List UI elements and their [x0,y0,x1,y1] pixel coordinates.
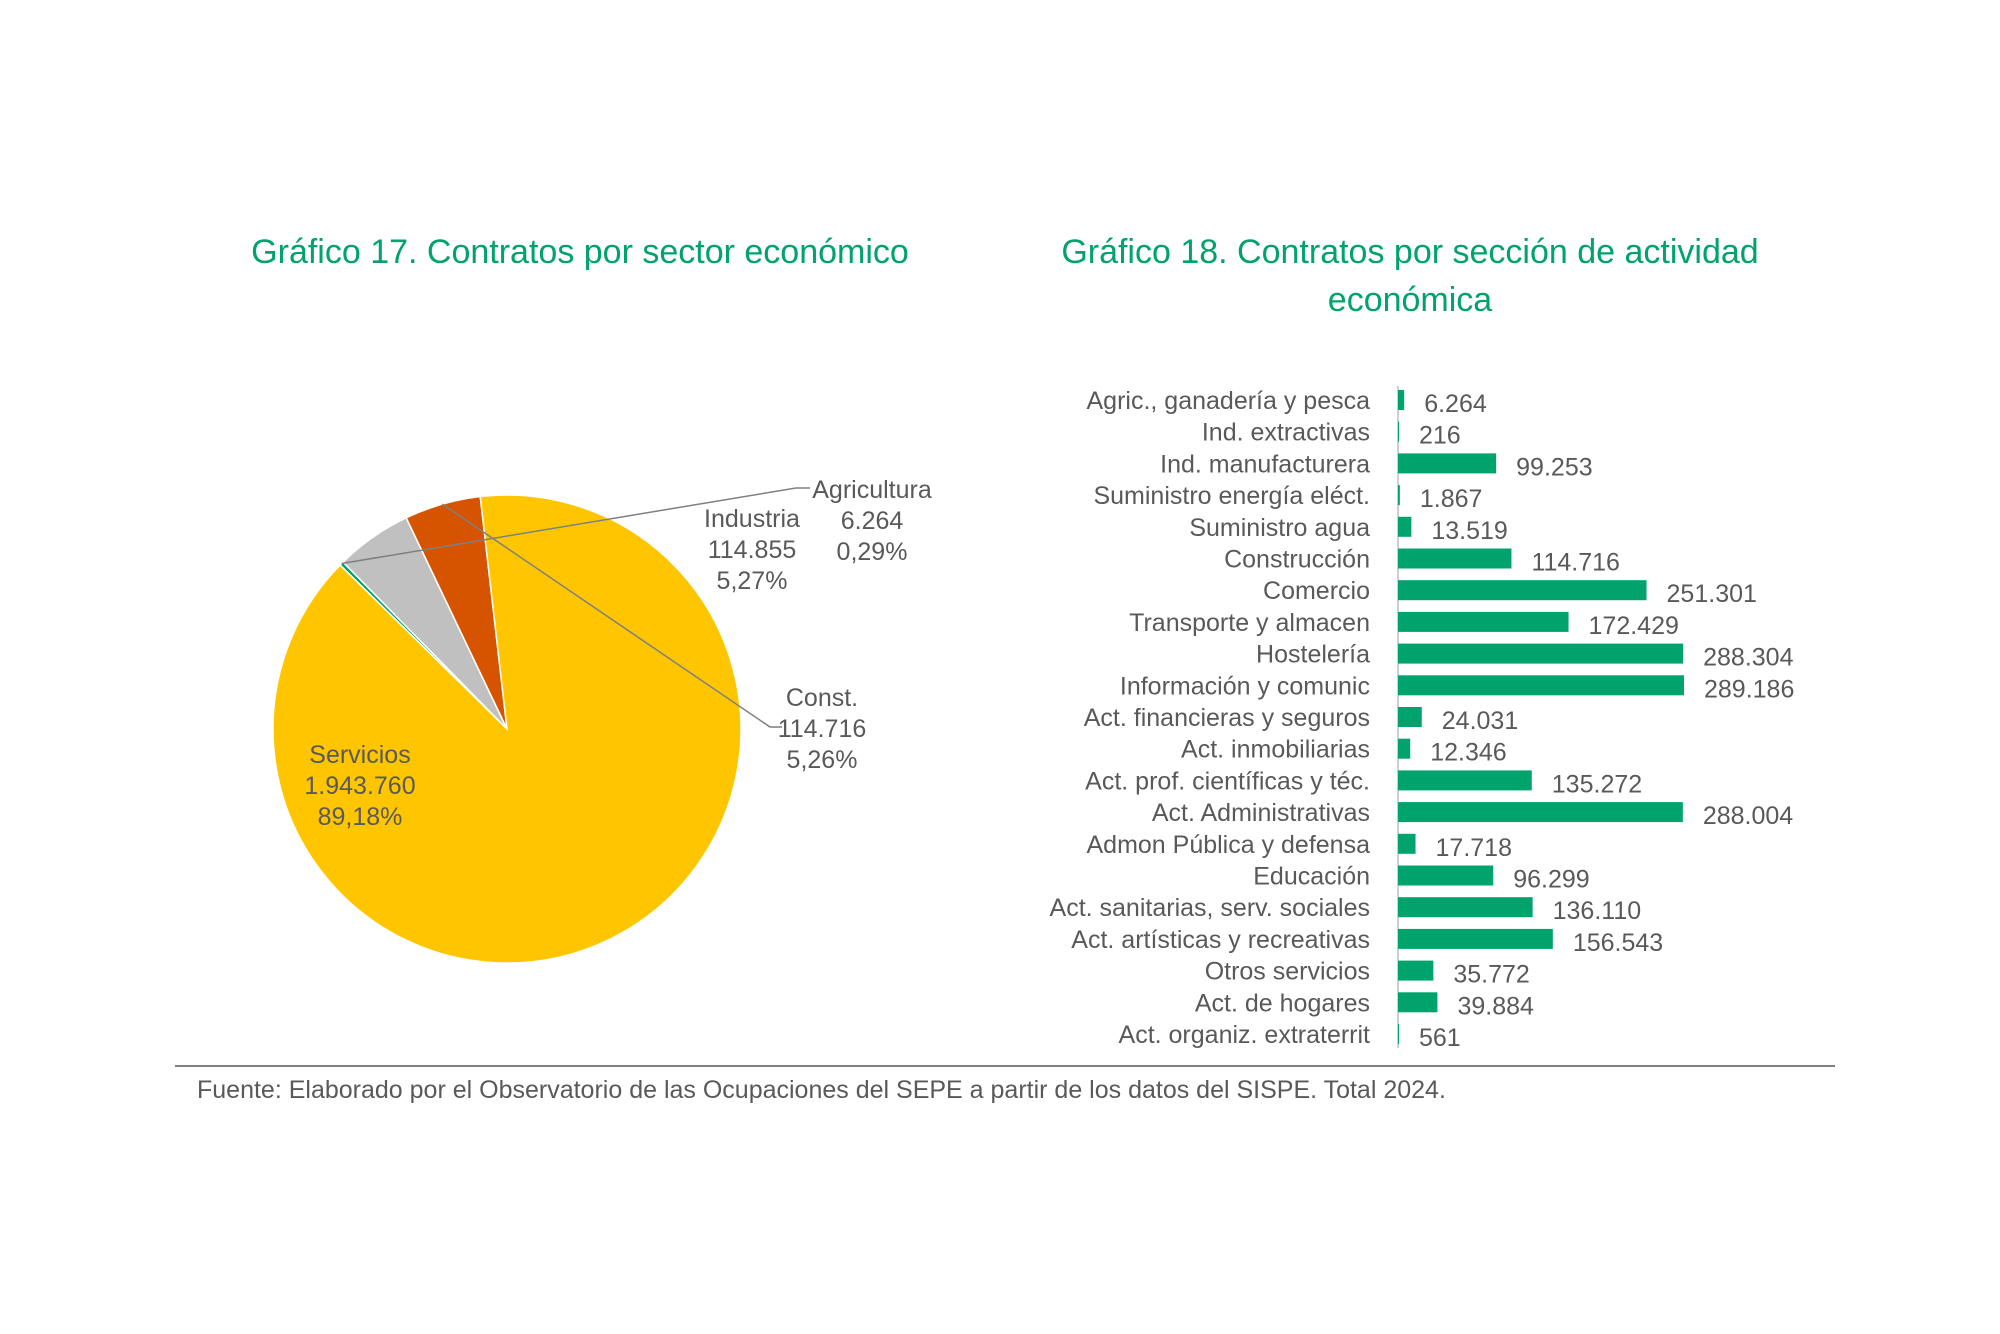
bar-value-label: 216 [1419,422,1461,450]
pie-label-percent-const: 5,26% [787,746,858,774]
pie-chart-title: Gráfico 17. Contratos por sector económi… [251,233,909,271]
bar-act-financieras-y-seguros [1398,707,1422,727]
bar-category-label: Act. organiz. extraterrit [1119,1021,1371,1049]
bar-value-label: 35.772 [1453,961,1529,989]
bar-value-label: 13.519 [1431,517,1507,545]
bar-value-label: 1.867 [1420,485,1483,513]
bar-hosteleria [1398,643,1684,664]
bar-category-label: Ind. extractivas [1202,419,1370,447]
bar-act-inmobiliarias [1398,738,1411,759]
bar-category-label: Act. inmobiliarias [1181,736,1370,764]
bar-act-organiz-extraterrit [1398,1024,1399,1044]
bar-value-label: 17.718 [1436,834,1512,862]
bar-act-de-hogares [1398,992,1438,1013]
bar-otros-servicios [1398,960,1434,981]
bar-act-prof-cientificas-y-tec [1398,770,1532,791]
bar-chart: Agric., ganadería y pesca 6.264 Ind. extra… [1050,386,1794,1052]
bar-value-label: 96.299 [1513,866,1589,894]
bar-admon-publica-y-defensa [1398,833,1416,854]
bar-category-label: Act. artísticas y recreativas [1071,926,1370,954]
bar-construccion [1398,548,1512,569]
bar-category-label: Act. financieras y seguros [1084,704,1370,732]
bar-category-label: Suministro energía eléct. [1093,482,1370,510]
bar-informacion-y-comunic [1398,675,1684,696]
bar-value-label: 251.301 [1667,580,1757,608]
bar-value-label: 114.716 [1531,549,1620,577]
bar-category-label: Act. prof. científicas y téc. [1085,767,1370,795]
bar-category-label: Act. sanitarias, serv. sociales [1050,894,1370,922]
pie-label-value-servicios: 1.943.760 [304,772,415,800]
bar-category-label: Act. Administrativas [1152,799,1370,827]
pie-label-name-servicios: Servicios [309,741,410,769]
bar-act-artisticas-y-recreativas [1398,928,1553,949]
pie-label-name-const: Const. [786,684,858,712]
bar-category-label: Transporte y almacen [1129,609,1370,637]
bar-transporte-y-almacen [1398,611,1569,632]
bar-value-label: 172.429 [1589,612,1679,640]
bar-category-label: Educación [1253,863,1370,891]
bar-category-label: Información y comunic [1120,672,1370,700]
bar-value-label: 39.884 [1457,992,1534,1020]
bar-ind-extractivas [1398,421,1399,442]
pie-label-value-industria: 114.855 [708,536,797,564]
pie-label-percent-agricultura: 0,29% [837,538,908,566]
bar-category-label: Admon Pública y defensa [1086,831,1370,859]
pie-label-percent-industria: 5,27% [717,567,788,595]
pie-label-value-agricultura: 6.264 [841,507,904,535]
bar-value-label: 561 [1419,1024,1461,1052]
bar-value-label: 6.264 [1424,390,1487,418]
bar-category-label: Ind. manufacturera [1160,450,1370,478]
bar-value-label: 135.272 [1552,770,1642,798]
pie-slice-servicios [272,494,742,964]
bar-category-label: Otros servicios [1205,958,1370,986]
bar-act-sanitarias-serv-sociales [1398,897,1533,918]
pie-label-value-const: 114.716 [778,715,867,743]
bar-category-label: Construcción [1224,546,1370,574]
bar-value-label: 136.110 [1553,897,1642,925]
pie-label-name-industria: Industria [704,505,800,533]
pie-label-name-agricultura: Agricultura [812,476,932,504]
bar-value-label: 99.253 [1516,453,1592,481]
bar-category-label: Comercio [1263,577,1370,605]
bar-category-label: Act. de hogares [1195,989,1370,1017]
bar-category-label: Agric., ganadería y pesca [1087,387,1371,415]
source-divider [175,1065,1835,1067]
bar-value-label: 24.031 [1442,707,1518,735]
bar-value-label: 12.346 [1430,739,1506,767]
bar-act-administrativas [1398,802,1683,823]
bar-category-label: Hostelería [1256,641,1370,669]
pie-leader-const [441,503,782,728]
bar-chart-title: Gráfico 18. Contratos por sección de act… [1061,233,1759,319]
bar-agric-ganaderia-y-pesca [1398,390,1405,410]
bar-value-label: 289.186 [1704,675,1794,703]
bar-value-label: 288.004 [1703,802,1793,830]
bar-educacion [1398,865,1494,886]
bar-ind-manufacturera [1398,453,1497,474]
pie-chart: Agricultura 6.264 0,29% Industria 114.855 5,2… [272,476,932,964]
source-note: Fuente: Elaborado por el Observatorio de… [197,1076,1446,1104]
bar-comercio [1398,580,1647,601]
bar-category-label: Suministro agua [1189,514,1370,542]
pie-label-percent-servicios: 89,18% [318,803,403,831]
bar-value-label: 288.304 [1703,644,1793,672]
bar-suministro-energia-elect [1398,485,1400,506]
bar-value-label: 156.543 [1573,929,1663,957]
bar-suministro-agua [1398,516,1412,537]
